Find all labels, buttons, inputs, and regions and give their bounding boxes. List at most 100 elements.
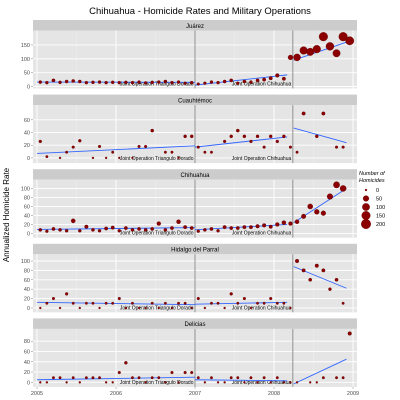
- data-point: [45, 301, 49, 305]
- data-point: [51, 297, 55, 301]
- data-point: [78, 229, 82, 233]
- data-point: [216, 301, 220, 305]
- data-point: [236, 301, 240, 305]
- data-point: [282, 134, 286, 139]
- data-point: [117, 297, 121, 301]
- data-point: [196, 297, 200, 301]
- data-point: [320, 210, 326, 216]
- legend-key: [361, 211, 371, 220]
- y-tick-label: 80: [24, 195, 30, 201]
- data-point: [97, 229, 102, 233]
- data-point: [301, 268, 306, 273]
- y-tick-label: 0: [27, 306, 30, 312]
- panel-3: Chihuahua 0 20 40 60 80 100 Joint Operation Tri…: [21, 169, 357, 238]
- data-point: [70, 218, 76, 224]
- data-point: [326, 193, 333, 200]
- data-point: [301, 213, 307, 219]
- data-point: [341, 145, 345, 149]
- data-point: [295, 381, 299, 384]
- data-point: [150, 376, 154, 380]
- panel-strip: [33, 169, 357, 180]
- panel-strip-label: Cuauhtémoc: [178, 98, 212, 104]
- data-point: [45, 381, 49, 384]
- panel-1: Juárez 0 50 100 150 Joint Operation Triangulo…: [21, 20, 357, 91]
- data-point: [137, 227, 141, 231]
- data-point: [137, 144, 141, 149]
- data-point: [117, 80, 121, 85]
- data-point: [209, 227, 214, 231]
- data-point: [333, 181, 340, 189]
- data-point: [282, 381, 286, 384]
- data-point: [124, 306, 128, 310]
- data-points: [39, 258, 345, 310]
- data-point: [64, 79, 69, 84]
- event-label: Joint Operation Triangulo Dorado: [120, 82, 194, 88]
- data-point: [84, 376, 88, 380]
- data-point: [229, 226, 234, 230]
- data-point: [111, 301, 115, 305]
- panel-strip-label: Chihuahua: [180, 173, 210, 179]
- data-point: [249, 225, 253, 230]
- data-point: [210, 150, 213, 154]
- y-tick-label: 80: [24, 339, 30, 345]
- data-point: [111, 80, 115, 85]
- data-point: [307, 203, 313, 210]
- data-point: [78, 306, 81, 310]
- data-point: [203, 381, 207, 384]
- data-point: [38, 80, 42, 84]
- data-point: [97, 80, 102, 84]
- data-point: [249, 139, 253, 144]
- y-tick-label: 50: [24, 71, 30, 77]
- trend-line: [194, 379, 288, 382]
- data-point: [325, 42, 335, 51]
- legend-label: 100: [376, 205, 385, 211]
- data-points: [38, 32, 355, 86]
- data-point: [196, 376, 200, 380]
- data-point: [321, 111, 326, 116]
- y-tick-label: 0: [27, 85, 30, 91]
- data-point: [223, 139, 227, 144]
- data-point: [289, 381, 292, 384]
- trend-line: [194, 74, 288, 86]
- data-point: [118, 156, 121, 160]
- data-point: [190, 306, 193, 310]
- facet-panels: Juárez 0 50 100 150 Joint Operation Triangulo…: [21, 20, 357, 387]
- data-point: [229, 78, 234, 83]
- data-point: [328, 287, 332, 291]
- panel-4: Hidalgo del Parral 0 20 40 60 80 100 Joint Oper…: [21, 243, 357, 313]
- data-points: [38, 111, 345, 160]
- data-point: [183, 134, 187, 139]
- y-tick-label: 150: [21, 43, 30, 49]
- data-point: [177, 156, 180, 160]
- panel-strip: [33, 318, 357, 329]
- data-point: [163, 228, 168, 232]
- data-point: [84, 301, 88, 305]
- data-point: [65, 381, 68, 384]
- data-point: [98, 306, 101, 310]
- data-point: [104, 156, 108, 160]
- trend-line: [194, 136, 288, 148]
- data-point: [58, 80, 62, 85]
- data-point: [196, 82, 200, 86]
- data-point: [268, 76, 273, 81]
- data-point: [275, 139, 279, 144]
- data-point: [45, 229, 49, 233]
- data-point: [210, 301, 213, 305]
- data-point: [38, 139, 42, 144]
- data-point: [124, 80, 128, 85]
- data-point: [137, 306, 141, 310]
- data-point: [39, 306, 42, 310]
- data-point: [130, 80, 135, 85]
- event-label: Joint Operation Chihuahua: [232, 231, 292, 237]
- data-point: [282, 301, 286, 305]
- data-point: [111, 381, 114, 384]
- data-point: [144, 144, 148, 149]
- data-point: [223, 306, 226, 310]
- data-point: [309, 381, 312, 384]
- event-label: Joint Operation Triangulo Dorado: [120, 156, 194, 162]
- y-tick-label: 40: [24, 131, 30, 137]
- data-point: [78, 139, 82, 143]
- data-point: [275, 222, 280, 227]
- data-point: [242, 134, 247, 139]
- data-point: [256, 381, 259, 384]
